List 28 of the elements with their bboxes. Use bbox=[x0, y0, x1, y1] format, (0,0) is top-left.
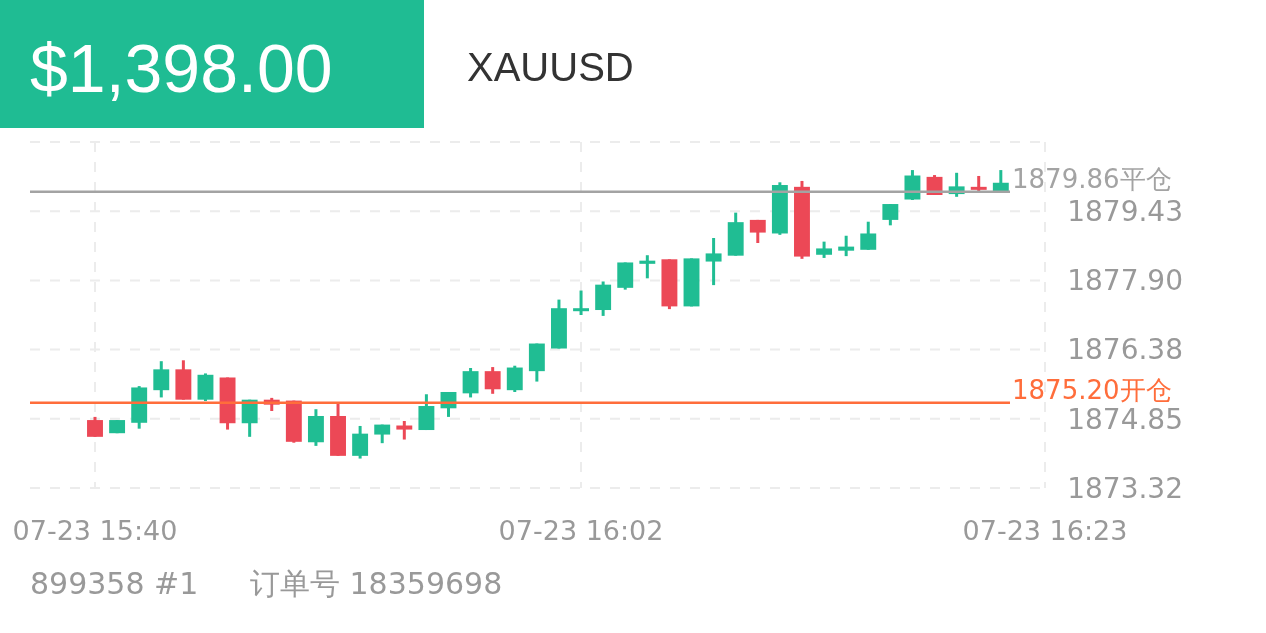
y-tick-label: 1873.32 bbox=[1067, 471, 1183, 505]
candlestick bbox=[506, 365, 523, 392]
candlestick bbox=[418, 394, 435, 432]
y-tick-label: 1874.85 bbox=[1067, 402, 1183, 436]
candlestick bbox=[352, 424, 369, 459]
ref-line-label: 1879.86平仓 bbox=[1012, 163, 1172, 194]
text: 订单号 18359698 bbox=[250, 566, 503, 601]
candlestick bbox=[396, 420, 413, 440]
y-tick-label: 1877.90 bbox=[1067, 264, 1183, 298]
ref-line-label: 1875.20开仓 bbox=[1012, 374, 1172, 405]
text: 899358 #1 bbox=[30, 566, 199, 601]
chart-subtitle: $1,398.00 bbox=[30, 30, 333, 106]
x-tick-label: 07-23 16:02 bbox=[498, 515, 664, 546]
candlestick bbox=[882, 204, 899, 226]
candlestick bbox=[838, 235, 855, 258]
y-tick-label: 1876.38 bbox=[1067, 333, 1183, 367]
candlestick bbox=[639, 255, 656, 279]
chart-title: XAUUSD bbox=[467, 45, 634, 89]
candlestick bbox=[153, 361, 170, 398]
candlestick bbox=[573, 290, 589, 315]
x-tick-label: 07-23 16:23 bbox=[962, 515, 1128, 546]
candlestick bbox=[87, 415, 103, 437]
candlestick bbox=[860, 221, 877, 250]
y-tick-label: 1879.43 bbox=[1067, 195, 1183, 229]
candlestick bbox=[462, 367, 479, 398]
candlestick bbox=[484, 367, 501, 394]
x-tick-label: 07-23 15:40 bbox=[12, 515, 178, 546]
candlestick bbox=[705, 238, 722, 287]
